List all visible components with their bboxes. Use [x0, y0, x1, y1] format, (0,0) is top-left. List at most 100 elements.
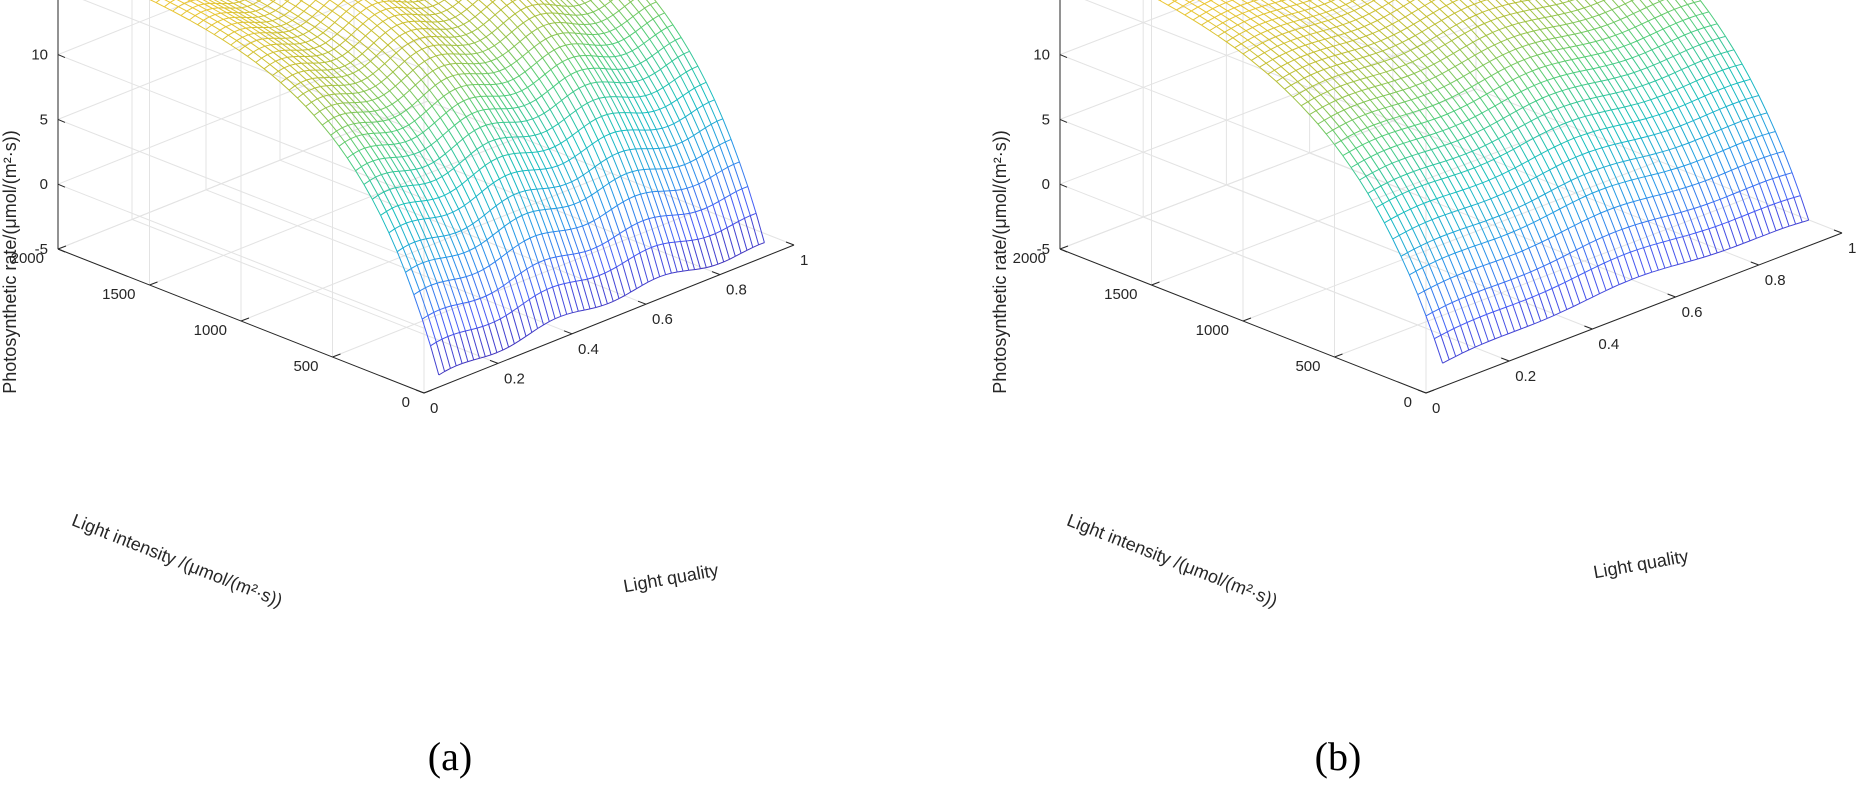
mesh-line: [441, 336, 449, 340]
mesh-line: [635, 31, 645, 44]
mesh-line: [426, 7, 436, 15]
mesh-line: [517, 107, 528, 121]
mesh-line: [364, 65, 374, 75]
mesh-line: [683, 50, 690, 55]
mesh-line: [552, 81, 560, 88]
mesh-line: [325, 107, 335, 118]
mesh-line: [393, 39, 403, 49]
mesh-line: [230, 40, 237, 46]
mesh-line: [439, 112, 447, 119]
mesh-line: [516, 60, 526, 73]
mesh-line: [603, 133, 611, 138]
mesh-line: [542, 57, 552, 70]
mesh-line: [644, 129, 654, 149]
mesh-line: [286, 77, 296, 87]
mesh-line: [581, 14, 591, 25]
mesh-line: [636, 80, 646, 96]
mesh-line: [551, 33, 558, 37]
mesh-line: [679, 75, 690, 93]
mesh-line: [694, 84, 701, 89]
mesh-line: [375, 85, 385, 96]
mesh-line: [427, 198, 433, 201]
mesh-line: [333, 48, 343, 57]
mesh-line: [446, 28, 452, 30]
mesh-line: [223, 17, 230, 20]
mesh-line: [436, 282, 446, 308]
mesh-line: [548, 49, 555, 55]
mesh-line: [470, 52, 477, 55]
mesh-line: [439, 309, 449, 337]
mesh-line: [489, 84, 499, 97]
mesh-line: [468, 130, 475, 135]
mesh-line: [385, 132, 395, 145]
mesh-line: [475, 243, 482, 248]
mesh-line: [433, 0, 439, 4]
mesh-line: [663, 43, 670, 48]
mesh-line: [566, 95, 577, 111]
mesh-line: [466, 227, 476, 248]
mesh-line: [409, 7, 419, 15]
mesh-line: [472, 219, 479, 225]
mesh-line: [370, 30, 380, 38]
mesh-line: [360, 7, 367, 13]
mesh-line: [422, 28, 432, 37]
mesh-line: [475, 196, 485, 216]
mesh-line: [651, 191, 661, 217]
mesh-line: [670, 144, 677, 147]
mesh-line: [256, 38, 263, 41]
mesh-line: [646, 148, 656, 170]
mesh-line: [581, 106, 591, 123]
mesh-line: [149, 0, 157, 4]
mesh-line: [621, 96, 632, 114]
mesh-line: [653, 108, 660, 112]
mesh-line: [254, 21, 264, 28]
mesh-line: [430, 341, 437, 347]
mesh-line: [331, 103, 338, 106]
mesh-line: [482, 145, 492, 162]
mesh-line: [236, 36, 243, 42]
mesh-line: [214, 12, 221, 15]
mesh-line: [454, 120, 461, 126]
mesh-line: [491, 292, 501, 320]
mesh-line: [392, 66, 400, 73]
mesh-line: [480, 96, 490, 110]
mesh-line: [433, 161, 443, 177]
mesh-line: [350, 135, 357, 140]
mesh-line: [543, 260, 554, 288]
mesh-line: [605, 44, 616, 57]
mesh-line: [464, 53, 474, 65]
mesh-line: [303, 5, 311, 12]
mesh-line: [368, 18, 378, 26]
mesh-line: [449, 191, 460, 210]
mesh-line: [336, 33, 346, 41]
mesh-line: [441, 172, 449, 178]
mesh-line: [526, 265, 533, 270]
mesh-line: [524, 237, 531, 242]
mesh-line: [169, 0, 176, 3]
mesh-line: [488, 14, 496, 21]
mesh-line: [379, 132, 389, 145]
mesh-line: [660, 168, 671, 191]
mesh-line: [248, 34, 257, 41]
mesh-line: [490, 58, 497, 62]
grid-line: [57, 54, 425, 200]
mesh-line: [564, 228, 571, 231]
mesh-line: [547, 91, 557, 106]
mesh-line: [510, 171, 517, 174]
mesh-line: [648, 72, 655, 78]
mesh-line: [665, 102, 672, 108]
mesh-line: [669, 190, 679, 215]
mesh-line: [505, 173, 512, 177]
mesh-line: [672, 24, 682, 38]
mesh-line: [314, 26, 324, 34]
mesh-line: [164, 6, 173, 12]
mesh-line: [552, 231, 563, 257]
mesh-line: [580, 147, 587, 153]
mesh-line: [484, 62, 494, 74]
mesh-line: [336, 127, 343, 132]
mesh-line: [360, 12, 370, 20]
mesh-line: [292, 19, 301, 27]
mesh-line: [362, 18, 370, 25]
mesh-line: [471, 271, 478, 276]
mesh-line: [350, 138, 360, 151]
